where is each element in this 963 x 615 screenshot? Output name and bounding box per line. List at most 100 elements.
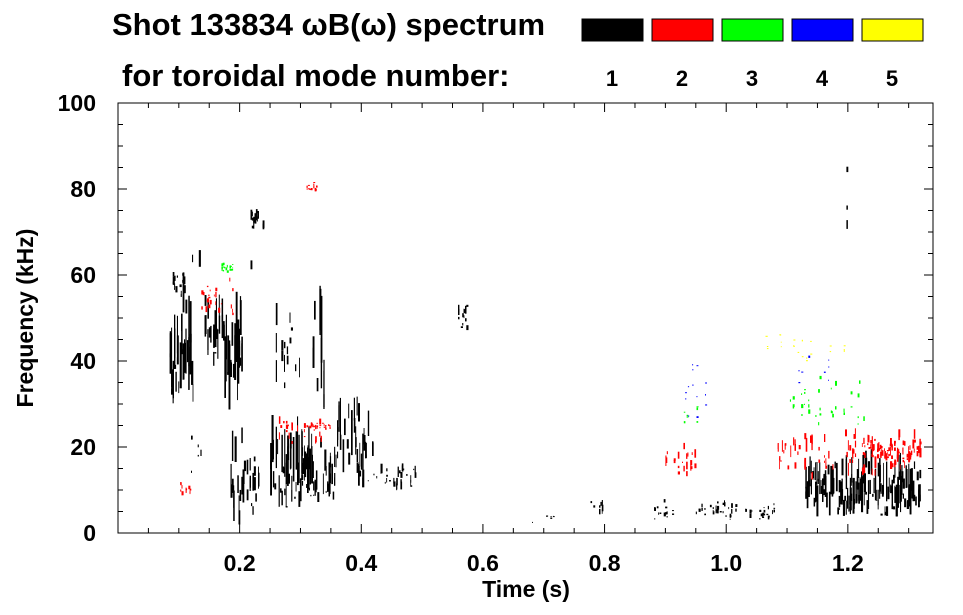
spectral-streak bbox=[906, 454, 909, 458]
spectral-streak bbox=[334, 477, 335, 486]
spectral-streak bbox=[223, 324, 225, 341]
spectral-streak bbox=[810, 483, 812, 495]
spectral-streak bbox=[858, 482, 860, 501]
spectral-streak bbox=[823, 371, 826, 373]
spectral-streak bbox=[182, 272, 185, 313]
spectral-streak bbox=[835, 406, 837, 410]
spectral-streak bbox=[849, 459, 851, 463]
spectral-streak bbox=[601, 504, 604, 512]
spectral-streak bbox=[767, 505, 769, 510]
spectral-streak bbox=[829, 345, 832, 347]
spectral-streak bbox=[759, 509, 762, 512]
spectral-streak bbox=[905, 465, 907, 488]
spectral-streak bbox=[902, 447, 904, 452]
spectral-streak bbox=[804, 459, 806, 468]
spectral-streak bbox=[890, 447, 891, 456]
spectral-streak bbox=[215, 328, 218, 339]
spectral-streak bbox=[332, 491, 335, 500]
spectral-streak bbox=[232, 363, 235, 378]
spectral-streak bbox=[908, 484, 911, 507]
spectral-streak bbox=[222, 269, 225, 272]
spectral-streak bbox=[229, 266, 232, 269]
spectral-feature-mode-1 bbox=[846, 166, 849, 229]
spectral-streak bbox=[853, 449, 855, 454]
spectral-streak bbox=[285, 506, 288, 508]
spectral-streak bbox=[818, 459, 821, 463]
spectral-streak bbox=[275, 303, 278, 326]
spectral-streak bbox=[304, 451, 307, 478]
spectral-streak bbox=[246, 489, 249, 501]
spectral-streak bbox=[232, 308, 233, 313]
spectral-streak bbox=[819, 413, 822, 416]
spectral-feature-mode-1 bbox=[458, 304, 469, 331]
spectral-feature-mode-1 bbox=[590, 500, 604, 515]
spectral-streak bbox=[705, 404, 708, 406]
spectral-streak bbox=[185, 489, 187, 493]
legend-swatch-4 bbox=[791, 18, 854, 42]
spectral-streak bbox=[278, 416, 281, 424]
spectral-streak bbox=[277, 439, 279, 455]
spectral-streak bbox=[909, 452, 912, 458]
spectral-streak bbox=[767, 515, 770, 518]
spectral-streak bbox=[696, 416, 699, 418]
spectral-streak bbox=[695, 511, 697, 515]
spectral-streak bbox=[694, 463, 697, 469]
spectral-streak bbox=[294, 496, 296, 499]
spectral-streak bbox=[801, 393, 803, 395]
spectral-streak bbox=[793, 437, 795, 446]
spectral-streak bbox=[750, 510, 753, 512]
spectral-streak bbox=[704, 513, 706, 516]
spectral-streak bbox=[913, 429, 916, 439]
spectral-feature-mode-2 bbox=[665, 442, 697, 477]
spectral-streak bbox=[919, 484, 921, 502]
spectral-streak bbox=[902, 493, 904, 499]
spectral-streak bbox=[913, 448, 915, 453]
spectral-streak bbox=[891, 456, 893, 459]
spectral-streak bbox=[894, 447, 896, 451]
spectral-streak bbox=[881, 449, 883, 452]
spectral-streak bbox=[225, 268, 228, 271]
spectral-streak bbox=[178, 381, 180, 394]
spectral-streak bbox=[878, 448, 881, 451]
spectral-streak bbox=[217, 329, 219, 359]
spectral-streak bbox=[840, 481, 842, 505]
spectral-streak bbox=[666, 511, 668, 515]
spectral-streak bbox=[898, 451, 900, 454]
spectral-streak bbox=[804, 392, 806, 394]
spectral-streak bbox=[221, 298, 224, 322]
spectral-streak bbox=[298, 434, 300, 483]
spectral-streak bbox=[838, 480, 841, 493]
spectral-streak bbox=[174, 283, 176, 288]
spectral-streak bbox=[844, 495, 847, 501]
spectral-streak bbox=[845, 500, 847, 515]
spectral-streak bbox=[214, 352, 217, 354]
spectral-streak bbox=[329, 452, 331, 480]
spectral-streak bbox=[880, 451, 882, 458]
spectral-streak bbox=[724, 502, 726, 507]
spectral-streak bbox=[818, 422, 820, 426]
spectral-streak bbox=[213, 294, 215, 297]
spectral-streak bbox=[197, 454, 199, 457]
spectral-streak bbox=[760, 513, 763, 517]
spectral-streak bbox=[253, 456, 256, 462]
spectral-streak bbox=[234, 436, 237, 462]
spectral-streak bbox=[784, 444, 786, 450]
spectral-streak bbox=[209, 289, 211, 292]
spectral-streak bbox=[180, 482, 182, 484]
spectral-streak bbox=[890, 438, 892, 446]
spectral-streak bbox=[238, 346, 241, 368]
spectral-streak bbox=[830, 465, 833, 495]
spectral-streak bbox=[201, 290, 204, 295]
spectral-streak bbox=[328, 424, 330, 426]
legend-swatch-1 bbox=[581, 18, 644, 42]
spectral-streak bbox=[824, 460, 825, 463]
spectral-streak bbox=[253, 477, 256, 491]
spectral-streak bbox=[400, 481, 403, 490]
spectral-streak bbox=[281, 350, 284, 362]
spectral-streak bbox=[767, 517, 770, 520]
spectral-streak bbox=[838, 495, 841, 508]
spectral-streak bbox=[249, 477, 251, 491]
spectral-streak bbox=[323, 426, 326, 428]
spectral-streak bbox=[243, 460, 247, 472]
spectral-streak bbox=[314, 300, 316, 320]
